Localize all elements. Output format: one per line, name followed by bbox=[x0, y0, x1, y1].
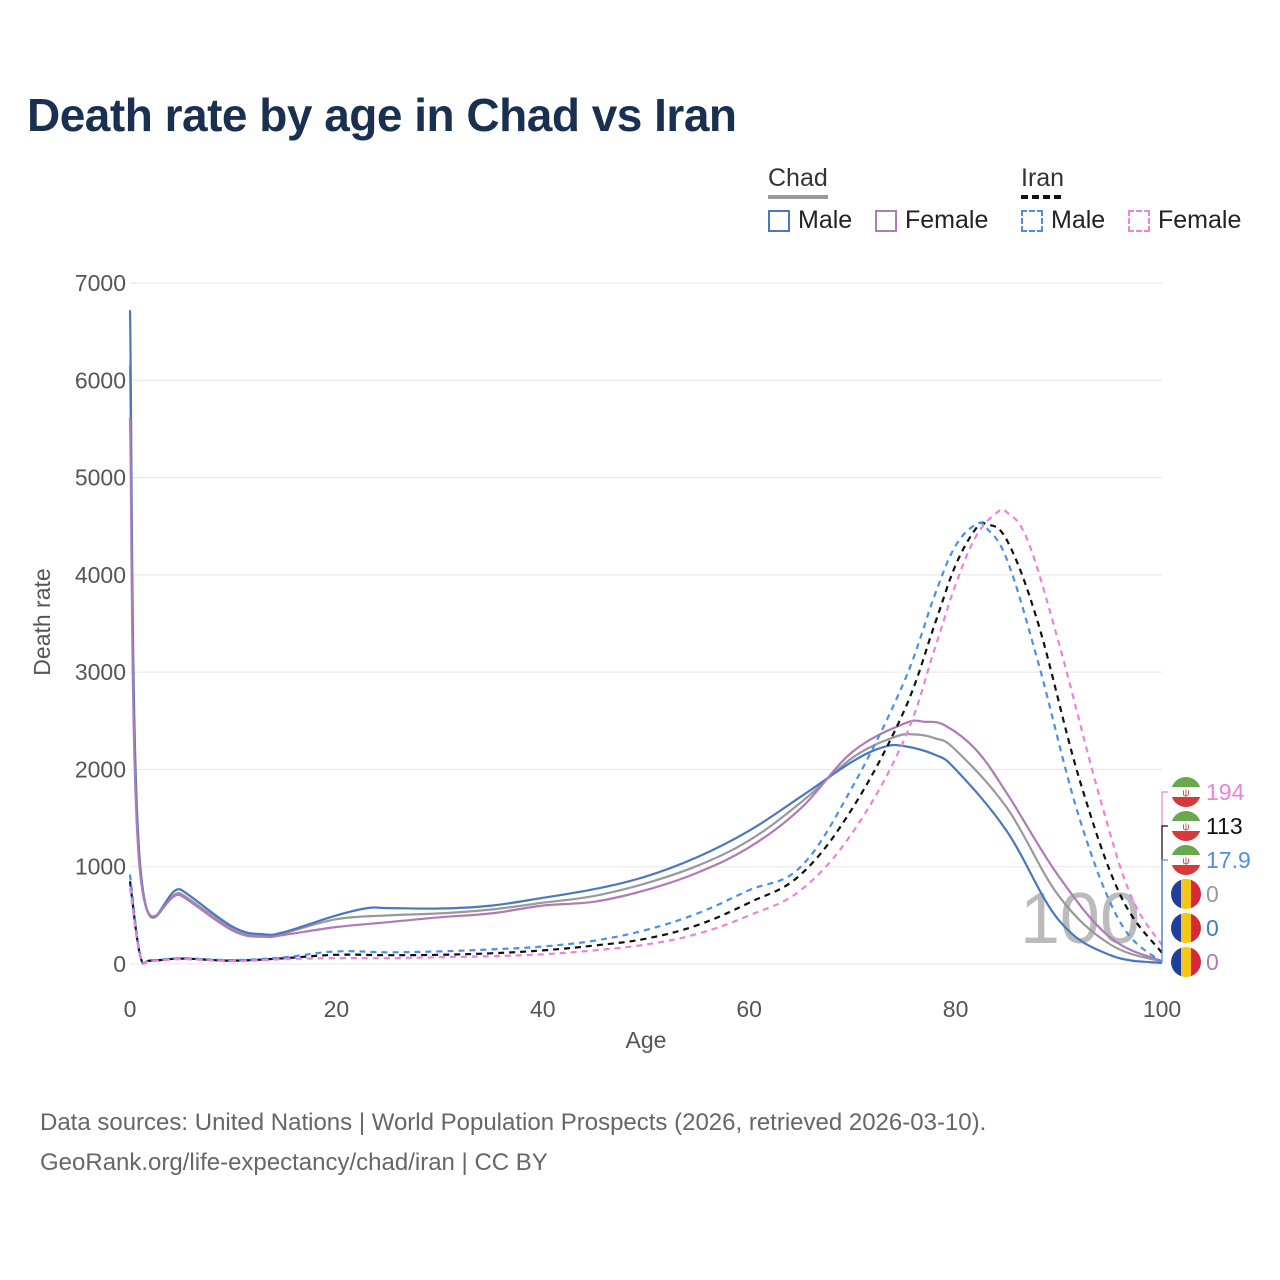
y-tick-label: 3000 bbox=[75, 659, 126, 685]
series-line-iran-male[interactable] bbox=[128, 521, 1163, 965]
y-tick-label: 2000 bbox=[75, 756, 126, 782]
x-axis-ticks: 0 20 40 60 80 100 bbox=[124, 996, 1182, 1022]
legend-item-chad-male[interactable]: Male bbox=[768, 206, 852, 235]
legend-group-iran-bar bbox=[1021, 195, 1065, 199]
y-axis-ticks: 0 1000 2000 3000 4000 5000 6000 7000 bbox=[75, 270, 126, 977]
legend-item-iran-male[interactable]: Male bbox=[1021, 206, 1105, 235]
x-axis-label: Age bbox=[626, 1027, 667, 1053]
y-axis-label: Death rate bbox=[29, 568, 55, 675]
series-line-iran-both[interactable] bbox=[128, 521, 1163, 965]
legend-group-iran-label: Iran bbox=[1021, 164, 1065, 192]
end-label-connector bbox=[1161, 791, 1168, 946]
end-label-value: 113 bbox=[1206, 813, 1243, 839]
end-label-value: 0 bbox=[1206, 915, 1219, 941]
chad-flag-icon bbox=[1171, 947, 1201, 977]
y-tick-label: 4000 bbox=[75, 562, 126, 588]
end-label-iran: ψ 194 bbox=[1171, 777, 1245, 807]
end-label-connector bbox=[1161, 825, 1168, 954]
y-tick-label: 0 bbox=[113, 951, 126, 977]
end-label-value: 17.9 bbox=[1206, 847, 1251, 873]
end-labels: ψ 194 ψ 113 ψ 17.9 0 0 0 bbox=[1161, 777, 1251, 977]
x-tick-label: 0 bbox=[124, 996, 137, 1022]
series-lines bbox=[128, 310, 1163, 966]
legend-group-chad-label: Chad bbox=[768, 164, 828, 192]
legend-swatch-chad-male bbox=[768, 209, 790, 232]
series-line-chad-male[interactable] bbox=[128, 310, 1163, 965]
chad-flag-icon bbox=[1171, 879, 1201, 909]
x-tick-label: 80 bbox=[943, 996, 969, 1022]
series-line-chad-female[interactable] bbox=[128, 417, 1163, 963]
series-line-chad-both[interactable] bbox=[128, 365, 1163, 963]
end-label-iran: ψ 17.9 bbox=[1171, 845, 1251, 875]
x-tick-label: 60 bbox=[736, 996, 762, 1022]
y-tick-label: 6000 bbox=[75, 367, 126, 393]
chad-flag-icon bbox=[1171, 913, 1201, 943]
gridlines bbox=[130, 282, 1162, 965]
iran-flag-icon: ψ bbox=[1171, 845, 1201, 875]
legend-label-iran-female: Female bbox=[1158, 206, 1242, 234]
y-tick-label: 1000 bbox=[75, 854, 126, 880]
svg-text:ψ: ψ bbox=[1182, 822, 1189, 833]
end-label-connector bbox=[1161, 859, 1168, 963]
footer-link[interactable]: GeoRank.org/life-expectancy/chad/iran | … bbox=[40, 1149, 548, 1176]
legend-group-iran: Iran bbox=[1021, 164, 1065, 199]
legend-swatch-iran-female bbox=[1128, 209, 1150, 232]
legend-item-chad-female[interactable]: Female bbox=[875, 206, 988, 235]
end-label-iran: ψ 113 bbox=[1171, 811, 1243, 841]
legend-swatch-chad-female bbox=[875, 209, 897, 232]
footer-source: Data sources: United Nations | World Pop… bbox=[40, 1109, 987, 1136]
end-label-value: 194 bbox=[1206, 779, 1245, 805]
x-tick-label: 20 bbox=[324, 996, 350, 1022]
end-label-chad: 0 bbox=[1171, 947, 1219, 977]
legend-item-iran-female[interactable]: Female bbox=[1128, 206, 1241, 235]
chart-title: Death rate by age in Chad vs Iran bbox=[27, 89, 737, 141]
legend-group-chad-bar bbox=[768, 195, 828, 199]
legend-label-chad-female: Female bbox=[905, 206, 989, 234]
x-tick-label: 100 bbox=[1143, 996, 1181, 1022]
iran-flag-icon: ψ bbox=[1171, 777, 1201, 807]
series-line-iran-female[interactable] bbox=[128, 508, 1163, 966]
legend-swatch-iran-male bbox=[1021, 209, 1043, 232]
legend-label-chad-male: Male bbox=[798, 206, 853, 234]
svg-text:ψ: ψ bbox=[1182, 788, 1189, 799]
end-label-value: 0 bbox=[1206, 949, 1219, 975]
legend-label-iran-male: Male bbox=[1051, 206, 1106, 234]
end-label-chad: 0 bbox=[1171, 879, 1219, 909]
y-tick-label: 5000 bbox=[75, 465, 126, 491]
svg-text:ψ: ψ bbox=[1182, 856, 1189, 867]
x-tick-label: 40 bbox=[530, 996, 556, 1022]
y-tick-label: 7000 bbox=[75, 270, 126, 296]
legend-group-chad: Chad bbox=[768, 164, 828, 199]
iran-flag-icon: ψ bbox=[1171, 811, 1201, 841]
end-label-value: 0 bbox=[1206, 881, 1219, 907]
end-label-chad: 0 bbox=[1171, 913, 1219, 943]
